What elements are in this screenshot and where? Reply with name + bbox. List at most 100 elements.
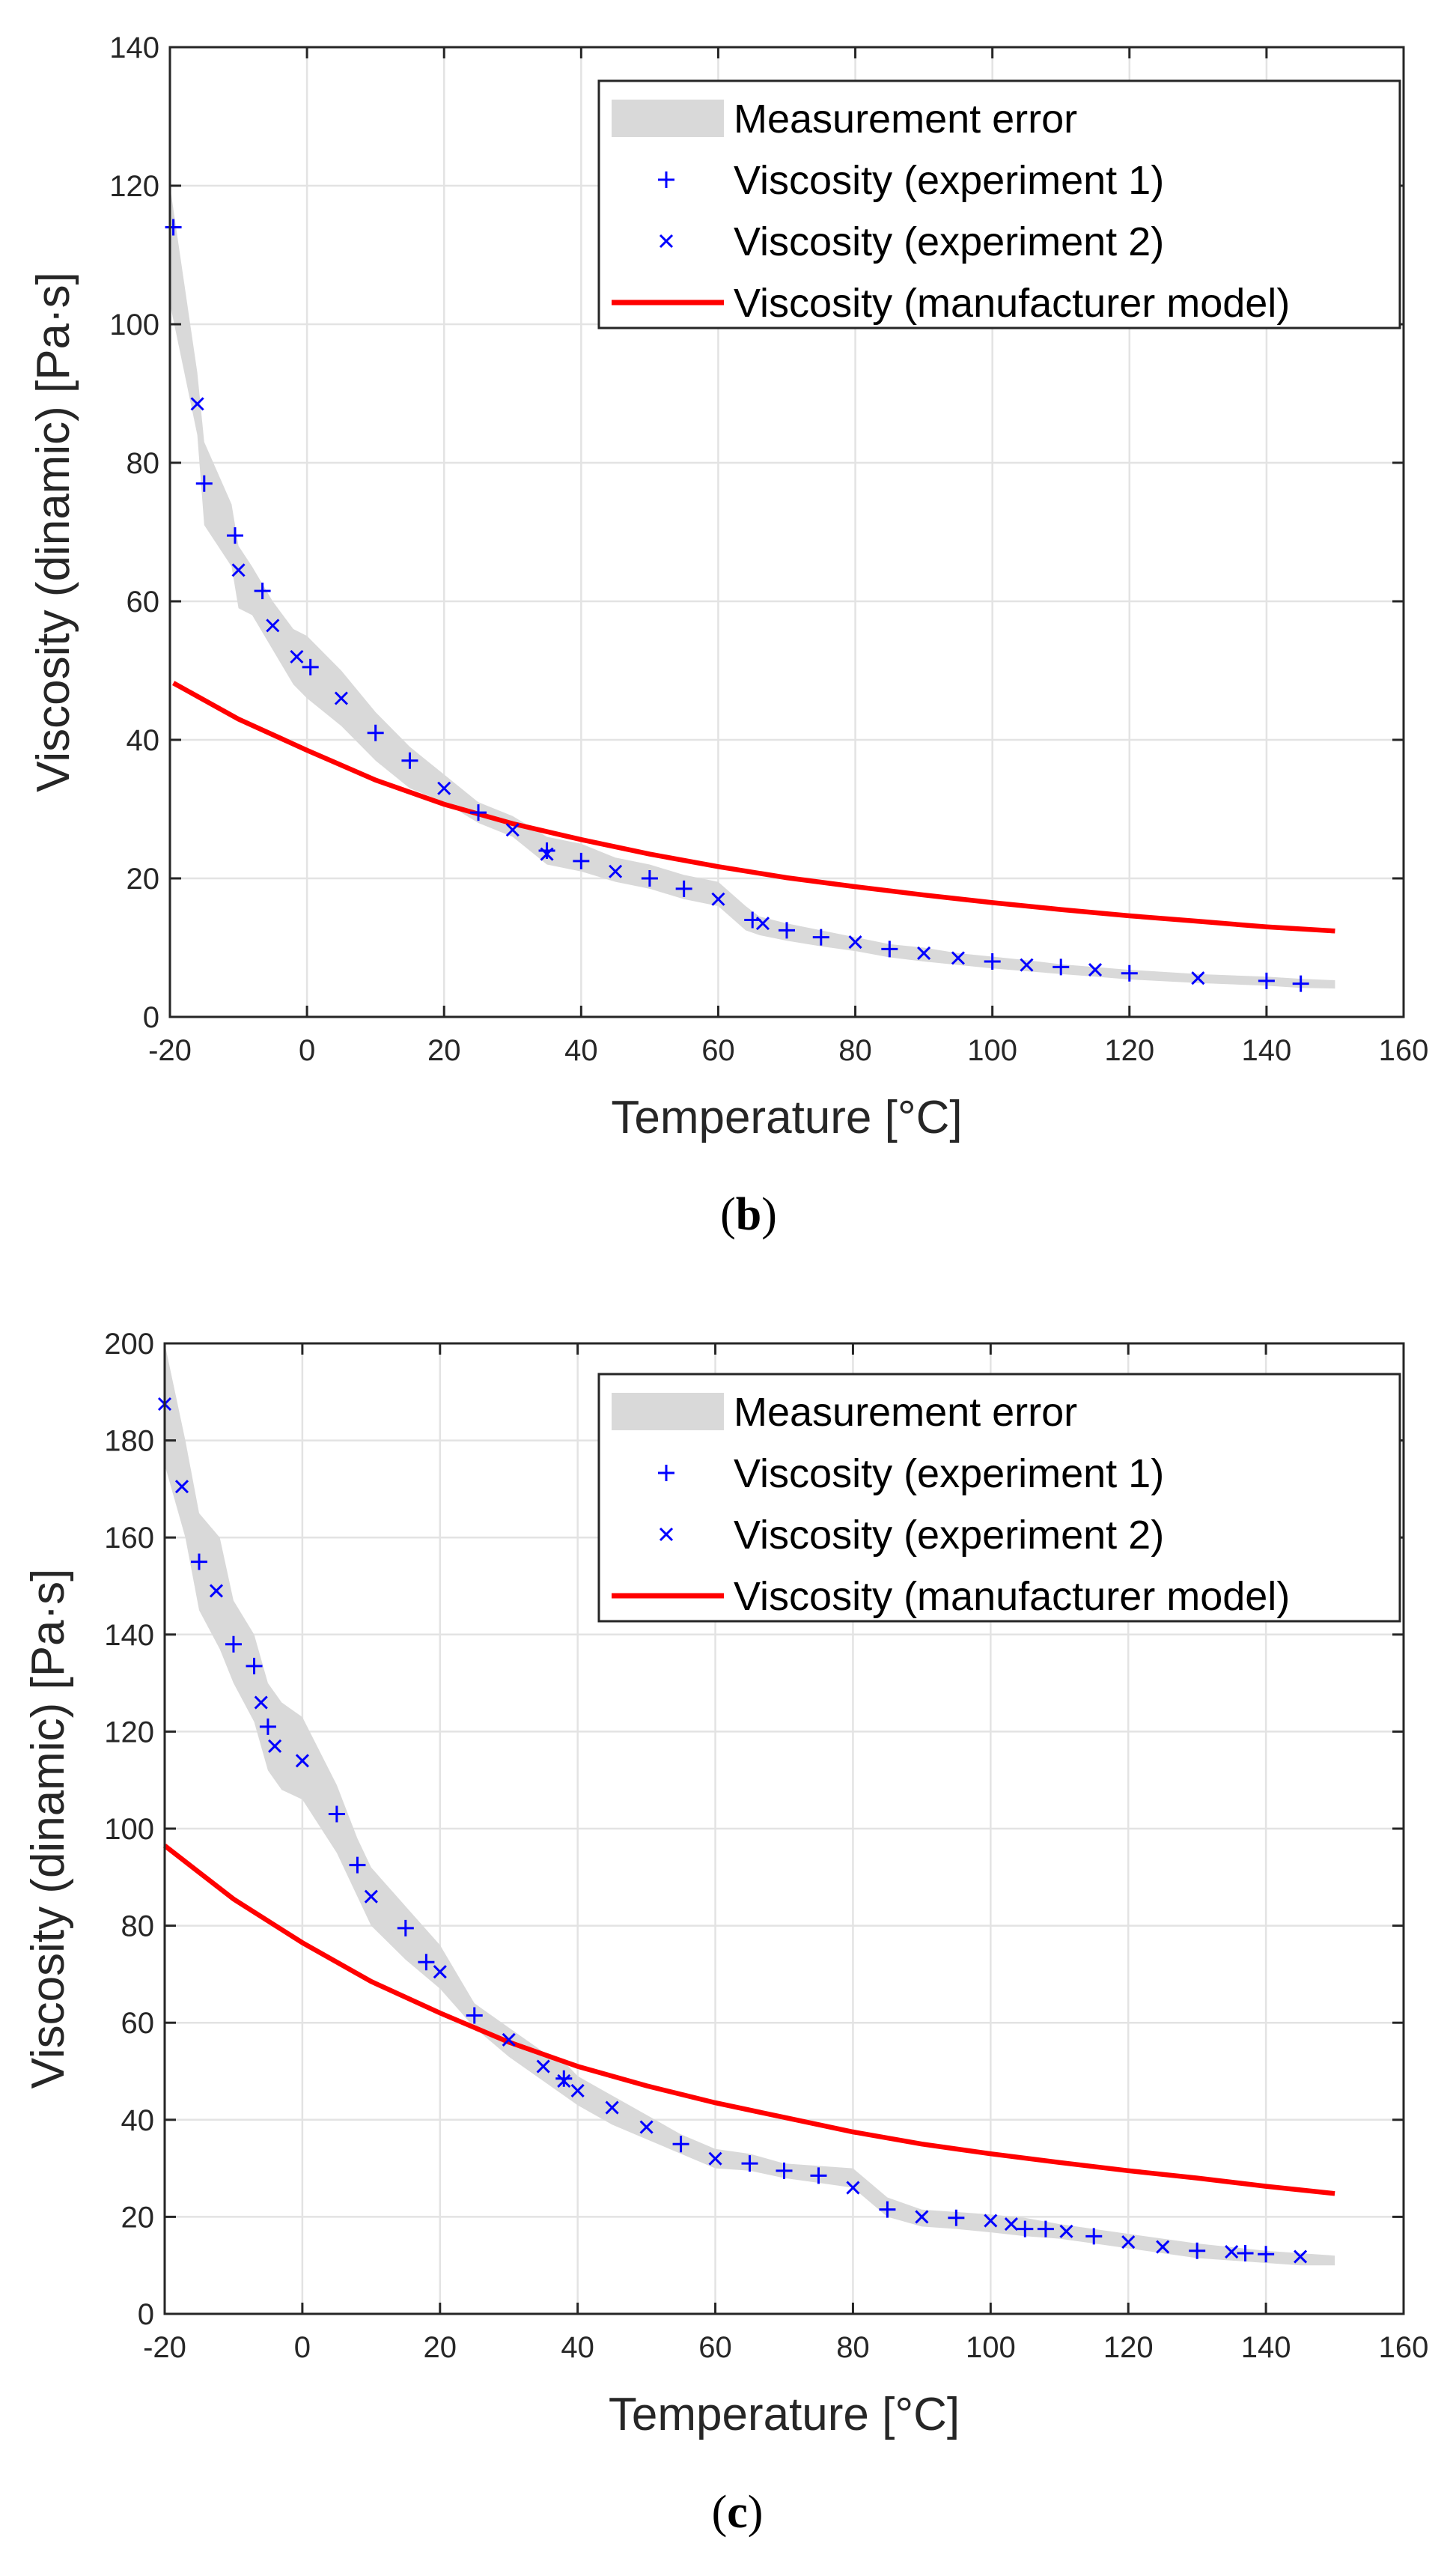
x-tick-label: 0 xyxy=(294,2331,311,2364)
data-point-experiment-1 xyxy=(1037,2220,1054,2237)
data-point-experiment-1 xyxy=(225,1635,242,1653)
caption-paren-open: ( xyxy=(720,1189,736,1240)
data-point-experiment-2 xyxy=(505,823,520,837)
y-tick-label: 60 xyxy=(127,586,160,619)
x-tick-label: 60 xyxy=(698,2331,732,2364)
x-tick-label: 120 xyxy=(1103,2331,1154,2364)
legend-entry-label: Measurement error xyxy=(734,97,1077,142)
data-point-experiment-2 xyxy=(570,2083,585,2097)
data-point-experiment-1 xyxy=(675,880,692,897)
x-tick-label: 40 xyxy=(564,1034,598,1067)
data-point-experiment-2 xyxy=(268,1739,282,1753)
data-point-experiment-1 xyxy=(948,2209,965,2226)
panel-caption: (b) xyxy=(720,1189,777,1240)
data-point-experiment-2 xyxy=(1225,2244,1239,2259)
data-point-experiment-1 xyxy=(672,2136,689,2153)
data-point-experiment-2 xyxy=(951,951,965,965)
x-axis-label: Temperature [°C] xyxy=(611,1092,962,1143)
x-tick-label: 100 xyxy=(967,1034,1017,1067)
data-point-experiment-1 xyxy=(812,929,829,946)
legend-marker-x xyxy=(659,1527,674,1542)
y-tick-label: 80 xyxy=(127,447,160,480)
series-line-manufacturer-model xyxy=(172,681,1335,934)
caption-paren-close: ) xyxy=(761,1189,777,1240)
x-tick-label: 20 xyxy=(427,1034,461,1067)
x-tick-label: 60 xyxy=(701,1034,735,1067)
x-tick-label: 140 xyxy=(1242,1034,1292,1067)
legend-entry-label: Measurement error xyxy=(734,1390,1077,1435)
y-tick-label: 20 xyxy=(127,863,160,896)
legend-marker-x xyxy=(659,234,674,249)
data-point-experiment-1 xyxy=(1085,2228,1103,2245)
data-point-experiment-2 xyxy=(915,2210,929,2224)
y-tick-label: 180 xyxy=(104,1425,154,1458)
data-point-experiment-1 xyxy=(1053,958,1070,976)
legend-entry-label: Viscosity (experiment 2) xyxy=(734,219,1164,264)
data-point-experiment-2 xyxy=(290,649,304,664)
y-tick-label: 80 xyxy=(121,1910,155,1943)
legend-swatch-error xyxy=(612,100,724,137)
series-line-manufacturer-model xyxy=(163,1844,1335,2196)
y-tick-label: 120 xyxy=(104,1716,154,1749)
data-point-experiment-1 xyxy=(984,953,1001,970)
data-point-experiment-2 xyxy=(755,917,770,931)
data-point-experiment-1 xyxy=(190,1553,207,1570)
data-point-experiment-1 xyxy=(881,941,898,958)
x-tick-label: 100 xyxy=(966,2331,1016,2364)
data-point-experiment-1 xyxy=(1121,964,1138,982)
chart-panel-b: -20 0 20 40 60 80 100 120 140 1600204060801001201… xyxy=(28,31,1428,1240)
panel-caption: (c) xyxy=(712,2487,764,2538)
caption-paren-open: ( xyxy=(712,2487,728,2538)
data-point-experiment-1 xyxy=(573,852,590,869)
legend-entry-label: Viscosity (experiment 1) xyxy=(734,1451,1164,1496)
data-point-experiment-1 xyxy=(1292,975,1309,992)
legend-entry-label: Viscosity (manufacturer model) xyxy=(734,1574,1290,1619)
data-point-experiment-1 xyxy=(259,1718,276,1735)
y-tick-label: 100 xyxy=(104,1813,154,1846)
data-point-experiment-1 xyxy=(246,1657,263,1674)
data-point-experiment-2 xyxy=(190,397,204,411)
data-point-experiment-2 xyxy=(609,864,623,878)
data-point-experiment-1 xyxy=(226,527,243,544)
legend-entry-label: Viscosity (experiment 2) xyxy=(734,1513,1164,1558)
legend-marker-plus xyxy=(658,1465,674,1481)
data-point-experiment-2 xyxy=(1191,971,1205,985)
data-point-experiment-1 xyxy=(165,219,182,236)
data-point-experiment-1 xyxy=(254,583,271,600)
y-tick-label: 140 xyxy=(109,31,159,64)
data-point-experiment-1 xyxy=(1237,2245,1254,2261)
data-point-experiment-2 xyxy=(1088,963,1103,977)
y-tick-label: 140 xyxy=(104,1619,154,1652)
data-point-experiment-1 xyxy=(776,2162,793,2179)
y-tick-label: 160 xyxy=(104,1522,154,1555)
y-axis-label: Viscosity (dinamic) [Pa·s] xyxy=(22,1569,74,2089)
data-point-experiment-1 xyxy=(810,2167,827,2184)
legend-marker-plus xyxy=(658,171,674,188)
data-point-experiment-1 xyxy=(538,842,555,859)
x-tick-label: -20 xyxy=(143,2331,186,2364)
data-point-experiment-2 xyxy=(1059,2224,1073,2238)
data-point-experiment-2 xyxy=(984,2214,998,2228)
y-tick-label: 100 xyxy=(109,309,159,341)
caption-paren-close: ) xyxy=(748,2487,764,2538)
data-point-experiment-1 xyxy=(397,1919,414,1936)
data-point-experiment-2 xyxy=(1156,2240,1170,2254)
y-tick-label: 40 xyxy=(127,724,160,757)
x-tick-label: 120 xyxy=(1104,1034,1154,1067)
data-point-experiment-2 xyxy=(254,1695,268,1710)
data-point-experiment-2 xyxy=(1004,2217,1018,2232)
data-point-experiment-2 xyxy=(433,1965,447,1979)
data-point-experiment-2 xyxy=(174,1480,189,1494)
data-point-experiment-1 xyxy=(741,2155,758,2172)
x-tick-label: 20 xyxy=(424,2331,457,2364)
data-point-experiment-2 xyxy=(295,1754,309,1768)
y-tick-label: 200 xyxy=(104,1328,154,1361)
legend-swatch-error xyxy=(612,1393,724,1430)
data-point-experiment-2 xyxy=(639,2120,654,2134)
data-point-experiment-2 xyxy=(557,2074,571,2088)
data-point-experiment-1 xyxy=(367,724,384,741)
data-point-experiment-2 xyxy=(437,781,451,795)
legend-entry-label: Viscosity (manufacturer model) xyxy=(734,281,1290,326)
data-point-experiment-2 xyxy=(231,563,246,577)
